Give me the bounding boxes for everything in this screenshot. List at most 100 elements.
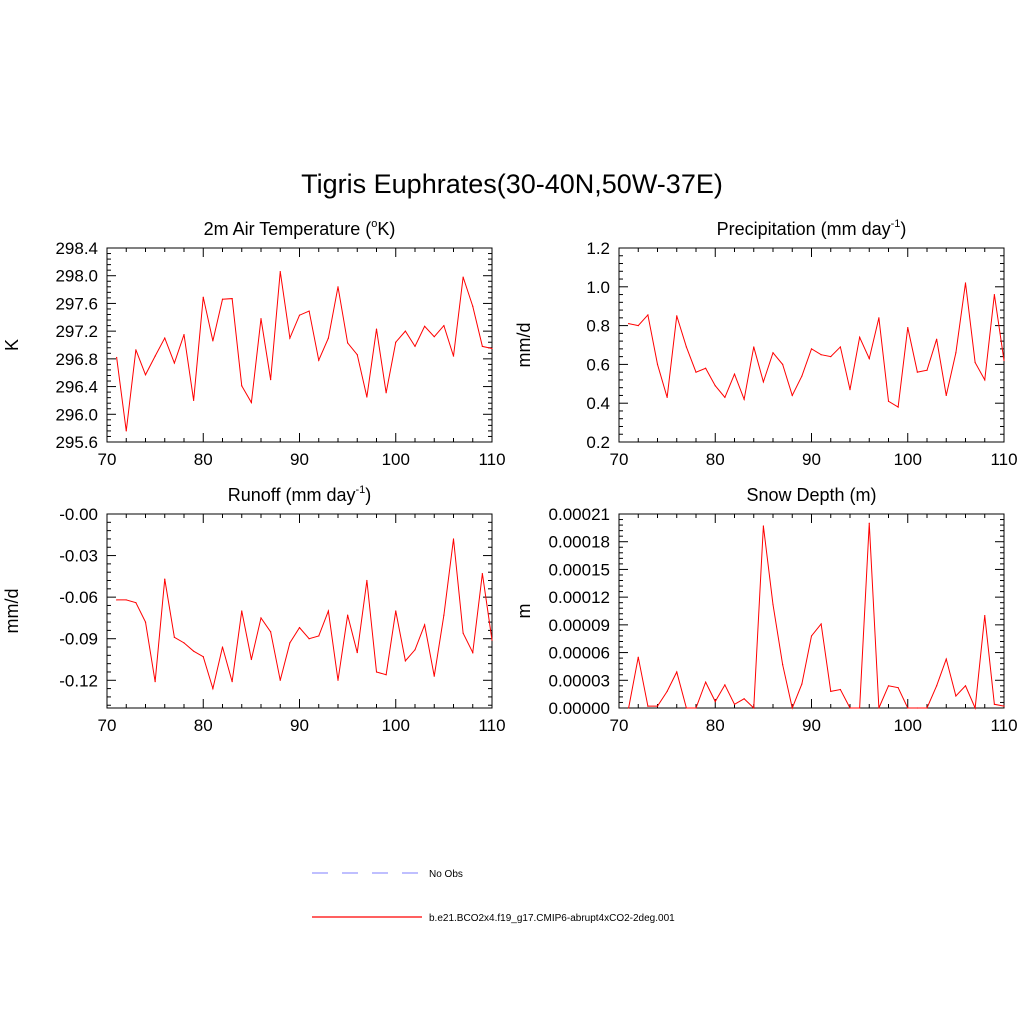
data-point [202, 656, 204, 658]
x-tick-label: 70 [610, 450, 629, 469]
x-tick-label: 110 [478, 716, 505, 735]
data-point [772, 603, 774, 606]
data-point [462, 632, 464, 634]
data-point [993, 293, 995, 296]
x-tick-label: 100 [894, 450, 922, 469]
data-point [327, 610, 329, 612]
temperature-panel: 2m Air Temperature (oK) K 70 80 90 100 110 295.… [2, 218, 506, 469]
data-point [327, 337, 329, 339]
data-point [955, 695, 957, 697]
data-point [820, 623, 822, 625]
data-point [753, 707, 755, 709]
x-tick-label: 90 [802, 450, 821, 469]
data-point [366, 579, 368, 582]
data-point [318, 359, 320, 361]
data-point [810, 348, 813, 350]
data-point [878, 317, 880, 319]
data-point [279, 679, 281, 681]
data-point [125, 430, 127, 432]
data-point [270, 631, 272, 633]
data-point [1003, 705, 1005, 707]
data-point [183, 334, 185, 336]
data-point [424, 325, 426, 327]
precipitation-panel: Precipitation (mm day-1) mm/d 70 80 90 100 110… [514, 218, 1018, 469]
data-point [289, 642, 291, 644]
data-point [714, 385, 716, 387]
data-point [395, 610, 397, 612]
data-point [993, 703, 995, 705]
data-point [782, 663, 784, 666]
data-point [945, 658, 947, 660]
y-tick-label: 0.6 [586, 355, 610, 374]
data-point [144, 621, 147, 623]
data-point [250, 658, 252, 661]
data-point [164, 578, 166, 580]
data-point [637, 325, 639, 327]
data-point [916, 707, 918, 709]
y-tick-label: -0.12 [59, 671, 98, 690]
data-point [452, 538, 455, 540]
y-axis-label: mm/d [514, 323, 534, 368]
y-tick-label: -0.06 [59, 588, 98, 607]
data-point [685, 346, 687, 348]
x-tick-label: 80 [706, 716, 725, 735]
data-point [472, 651, 474, 654]
data-point [820, 354, 822, 356]
legend-model-label: b.e21.BCO2x4.f19_g17.CMIP6-abrupt4xCO2-2… [429, 913, 675, 924]
data-point [964, 685, 967, 687]
data-point [491, 347, 493, 350]
data-point [443, 614, 445, 616]
panel-title: Precipitation (mm day-1) [717, 218, 907, 239]
x-tick-label: 110 [990, 716, 1017, 735]
data-point [164, 337, 166, 339]
data-point [907, 707, 909, 709]
y-tick-label: 0.8 [586, 317, 610, 336]
series-line [116, 538, 493, 691]
data-point [308, 638, 310, 640]
x-tick-label: 90 [290, 716, 309, 735]
data-point [308, 310, 310, 312]
data-point [695, 707, 697, 709]
series-line [116, 271, 493, 431]
data-point [375, 328, 378, 330]
panel-title: Snow Depth (m) [746, 485, 876, 505]
data-point [733, 373, 736, 375]
data-point [337, 679, 339, 681]
data-point [193, 399, 195, 402]
data-point [116, 356, 118, 359]
data-point [279, 270, 281, 273]
plot-frame [106, 513, 493, 709]
y-tick-label: -0.09 [59, 630, 98, 649]
data-point [647, 314, 649, 316]
y-tick-label: 0.2 [586, 433, 610, 452]
data-point [868, 357, 870, 360]
data-point [887, 400, 890, 402]
data-point [491, 639, 493, 641]
data-point [839, 688, 841, 691]
data-point [452, 355, 455, 357]
data-point [231, 681, 233, 683]
data-point [656, 363, 659, 365]
data-point [753, 346, 755, 348]
x-tick-label: 110 [478, 450, 505, 469]
y-axis-label: m [514, 604, 534, 619]
data-point [676, 315, 678, 317]
data-point [791, 394, 793, 397]
data-point [298, 314, 301, 316]
data-point [936, 685, 938, 687]
x-tick-label: 100 [382, 450, 410, 469]
x-tick-label: 90 [802, 716, 821, 735]
y-tick-label: 297.2 [55, 322, 98, 341]
y-tick-label: 0.4 [586, 394, 610, 413]
y-tick-label: 0.00000 [549, 699, 610, 718]
data-point [830, 690, 832, 692]
data-point [839, 346, 841, 348]
x-tick-label: 70 [610, 716, 629, 735]
series-line [628, 282, 1005, 408]
data-point [231, 297, 233, 300]
data-point [260, 617, 262, 619]
data-point [897, 687, 899, 689]
data-point [241, 385, 243, 387]
y-tick-label: 0.00018 [549, 533, 610, 552]
data-point [347, 614, 349, 616]
